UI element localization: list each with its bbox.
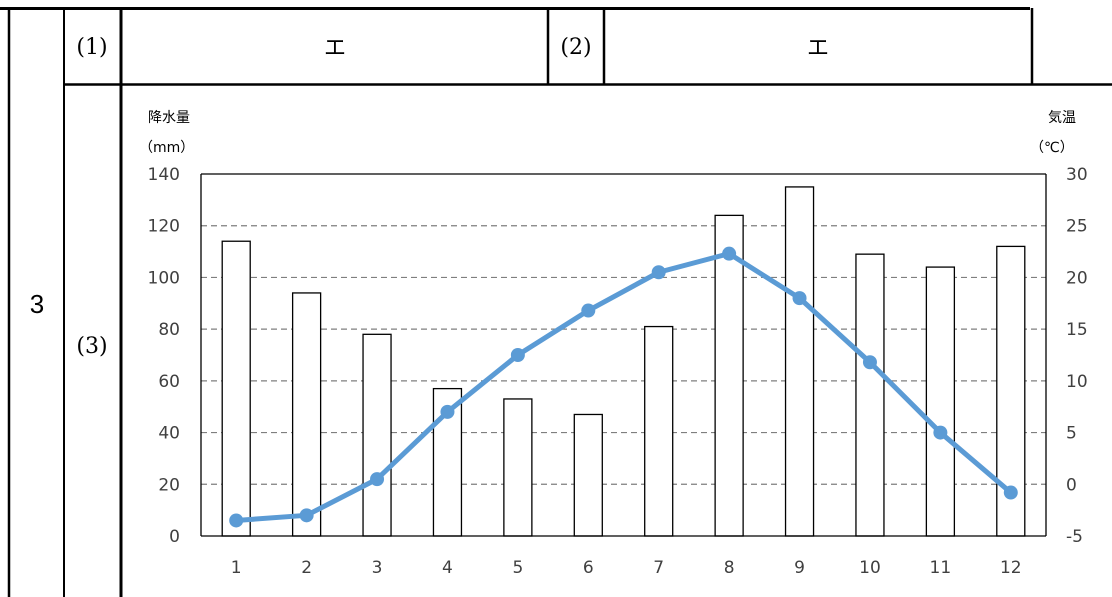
x-tick-label: 10 [859,558,881,578]
x-tick-label: 8 [724,558,735,578]
precipitation-bar [644,325,674,537]
left-tick-label: 120 [148,217,180,237]
right-tick-label: 15 [1066,320,1088,340]
temperature-point [510,348,525,362]
x-tick-label: 9 [794,558,805,578]
precipitation-bar [291,292,322,537]
x-tick-label: 11 [930,558,952,578]
left-tick-label: 100 [148,268,180,288]
q1-answer: エ [324,36,346,61]
right-tick-label: 25 [1066,217,1088,237]
precipitation-bar [362,333,392,537]
q2-answer: エ [807,36,829,61]
precipitation-bar [855,253,885,537]
right-axis-title-line1: 気温 [1048,110,1076,126]
temperature-point [651,265,666,280]
right-tick-label: 30 [1066,165,1088,185]
right-axis-title-line2: （℃） [1030,140,1074,156]
q1-label: (1) [76,35,107,60]
right-tick-label: 5 [1066,424,1077,444]
precipitation-bar [573,413,603,537]
temperature-point [933,425,948,440]
right-tick-label: 10 [1066,372,1088,392]
precipitation-bar [221,240,251,537]
x-tick-label: 6 [583,558,594,578]
q3-label: (3) [76,334,107,359]
x-tick-label: 3 [372,558,383,578]
x-tick-label: 2 [301,558,312,578]
x-axis-ticks: 1 2 3 4 5 6 7 8 9 10 11 12 [231,558,1022,578]
right-tick-label: 0 [1066,475,1077,495]
right-axis-ticks: -5 0 5 10 15 20 25 30 [1066,165,1088,547]
x-tick-label: 1 [231,558,242,578]
question-number: 3 [30,289,44,319]
temperature-point [862,355,877,370]
left-tick-label: 60 [158,372,180,392]
left-axis-title-line1: 降水量 [148,110,190,126]
plot-frame [200,173,1047,537]
q2-label: (2) [560,35,591,60]
right-tick-label: 20 [1066,268,1088,288]
temperature-point [440,404,455,419]
left-tick-label: 20 [158,475,180,495]
x-tick-label: 5 [512,558,523,578]
temperature-point [370,472,385,487]
left-axis-title-line2: （mm） [139,140,194,156]
temperature-point [581,303,596,318]
x-tick-label: 7 [653,558,664,578]
left-axis-ticks: 0 20 40 60 80 100 120 140 [148,165,180,547]
precipitation-bars [221,186,1026,537]
left-tick-label: 80 [158,320,180,340]
precipitation-bar [714,214,744,537]
left-tick-label: 0 [169,527,180,547]
precipitation-bar [503,398,533,537]
temperature-point [1003,485,1018,500]
precipitation-bar [925,266,956,537]
temperature-point [229,513,244,528]
table-borders [0,7,1112,597]
temperature-line [229,246,1018,528]
temperature-polyline [233,251,1014,523]
left-tick-label: 140 [148,165,180,185]
right-tick-label: -5 [1066,527,1083,547]
gridlines [201,225,1046,485]
left-tick-label: 40 [158,424,180,444]
precipitation-bar [784,186,815,537]
temperature-point [299,508,314,523]
x-tick-label: 12 [1000,558,1022,578]
temperature-point [722,246,737,261]
x-tick-label: 4 [442,558,453,578]
temperature-point [792,291,807,306]
